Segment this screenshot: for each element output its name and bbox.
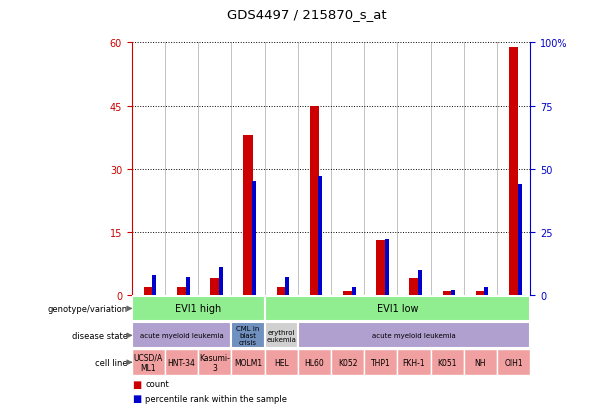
Text: genotype/variation: genotype/variation [48, 304, 128, 313]
Text: EVI1 high: EVI1 high [175, 304, 221, 314]
Bar [265, 323, 298, 349]
Bar [231, 349, 265, 375]
Bar [243, 136, 253, 295]
Text: HNT-34: HNT-34 [168, 358, 196, 367]
Text: UCSD/A
ML1: UCSD/A ML1 [134, 353, 163, 372]
Text: MOLM1: MOLM1 [234, 358, 262, 367]
Text: HEL: HEL [274, 358, 289, 367]
Bar [443, 291, 452, 295]
Text: EVI1 low: EVI1 low [376, 304, 418, 314]
Bar [219, 268, 223, 295]
Bar [210, 278, 219, 295]
Bar [143, 287, 153, 295]
Bar [298, 349, 331, 375]
Bar [132, 323, 231, 349]
Text: NH: NH [474, 358, 486, 367]
Bar [132, 296, 265, 322]
Bar [198, 349, 231, 375]
Text: acute myeloid leukemia: acute myeloid leukemia [372, 332, 456, 339]
Text: percentile rank within the sample: percentile rank within the sample [145, 394, 287, 403]
Bar [265, 296, 530, 322]
Bar [331, 349, 364, 375]
Bar [186, 278, 189, 295]
Text: THP1: THP1 [371, 358, 390, 367]
Text: GDS4497 / 215870_s_at: GDS4497 / 215870_s_at [227, 8, 386, 21]
Bar [265, 349, 298, 375]
Bar [409, 278, 419, 295]
Text: disease state: disease state [72, 331, 128, 340]
Bar [153, 275, 156, 295]
Bar [285, 278, 289, 295]
Bar [310, 107, 319, 295]
Bar [343, 291, 352, 295]
Bar [484, 288, 489, 295]
Text: cell line: cell line [95, 358, 128, 367]
Text: OIH1: OIH1 [504, 358, 523, 367]
Bar [165, 349, 198, 375]
Bar [298, 323, 530, 349]
Bar [464, 349, 497, 375]
Bar [231, 323, 265, 349]
Bar [385, 240, 389, 295]
Bar [517, 185, 522, 295]
Text: CML in
blast
crisis: CML in blast crisis [237, 325, 260, 346]
Text: HL60: HL60 [305, 358, 324, 367]
Text: ■: ■ [132, 379, 141, 389]
Bar [451, 290, 455, 295]
Text: acute myeloid leukemia: acute myeloid leukemia [140, 332, 224, 339]
Text: Kasumi-
3: Kasumi- 3 [199, 353, 230, 372]
Bar [132, 349, 165, 375]
Bar [376, 241, 386, 295]
Text: count: count [145, 380, 169, 388]
Bar [364, 349, 397, 375]
Bar [509, 47, 519, 295]
Bar [418, 270, 422, 295]
Text: FKH-1: FKH-1 [403, 358, 425, 367]
Bar [352, 288, 356, 295]
Text: ■: ■ [132, 394, 141, 404]
Bar [177, 287, 186, 295]
Text: K051: K051 [438, 358, 457, 367]
Bar [318, 177, 322, 295]
Bar [397, 349, 430, 375]
Text: erythrol
eukemia: erythrol eukemia [266, 329, 296, 342]
Bar [252, 182, 256, 295]
Bar [430, 349, 464, 375]
Bar [476, 291, 485, 295]
Bar [497, 349, 530, 375]
Bar [276, 287, 286, 295]
Text: K052: K052 [338, 358, 357, 367]
